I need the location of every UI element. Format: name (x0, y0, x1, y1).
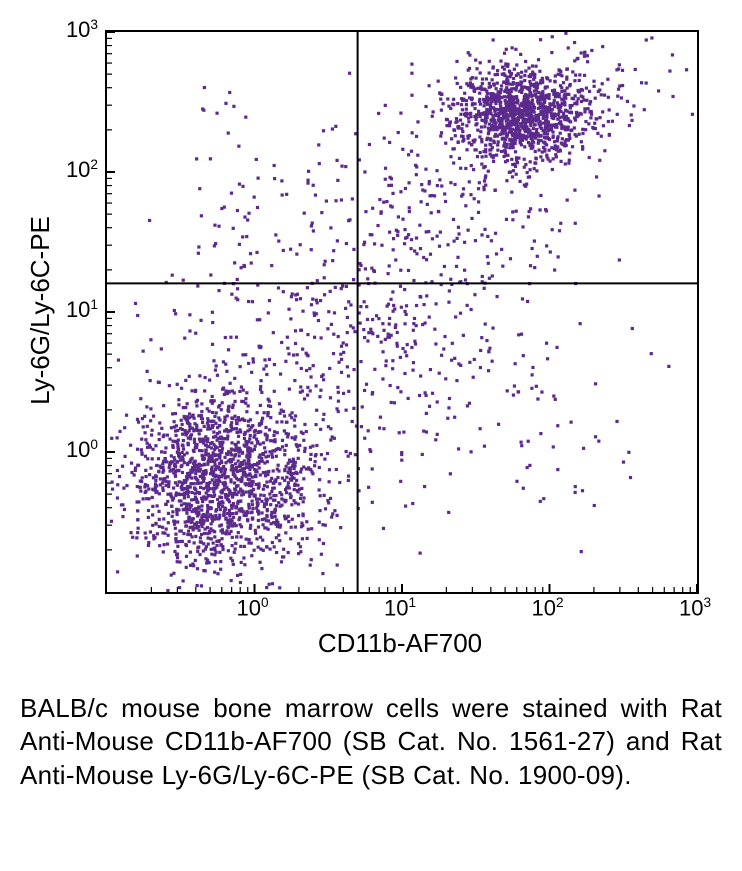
plot-wrap: Ly-6G/Ly-6C-PE 100101102103 100101102103… (20, 20, 722, 680)
y-tick-label: 103 (66, 17, 98, 43)
scatter-svg (107, 32, 697, 592)
x-tick-label: 103 (679, 595, 711, 621)
y-tick-label: 101 (66, 297, 98, 323)
plot-area (105, 30, 699, 594)
figure-caption: BALB/c mouse bone marrow cells were stai… (20, 692, 722, 792)
y-tick-label: 100 (66, 437, 98, 463)
y-tick-label: 102 (66, 157, 98, 183)
x-axis-label: CD11b-AF700 (105, 628, 695, 659)
y-tick-labels: 100101102103 (20, 30, 98, 590)
x-tick-labels: 100101102103 (105, 595, 695, 625)
figure: Ly-6G/Ly-6C-PE 100101102103 100101102103… (20, 20, 722, 792)
x-tick-label: 100 (236, 595, 268, 621)
x-tick-label: 102 (531, 595, 563, 621)
x-tick-label: 101 (384, 595, 416, 621)
